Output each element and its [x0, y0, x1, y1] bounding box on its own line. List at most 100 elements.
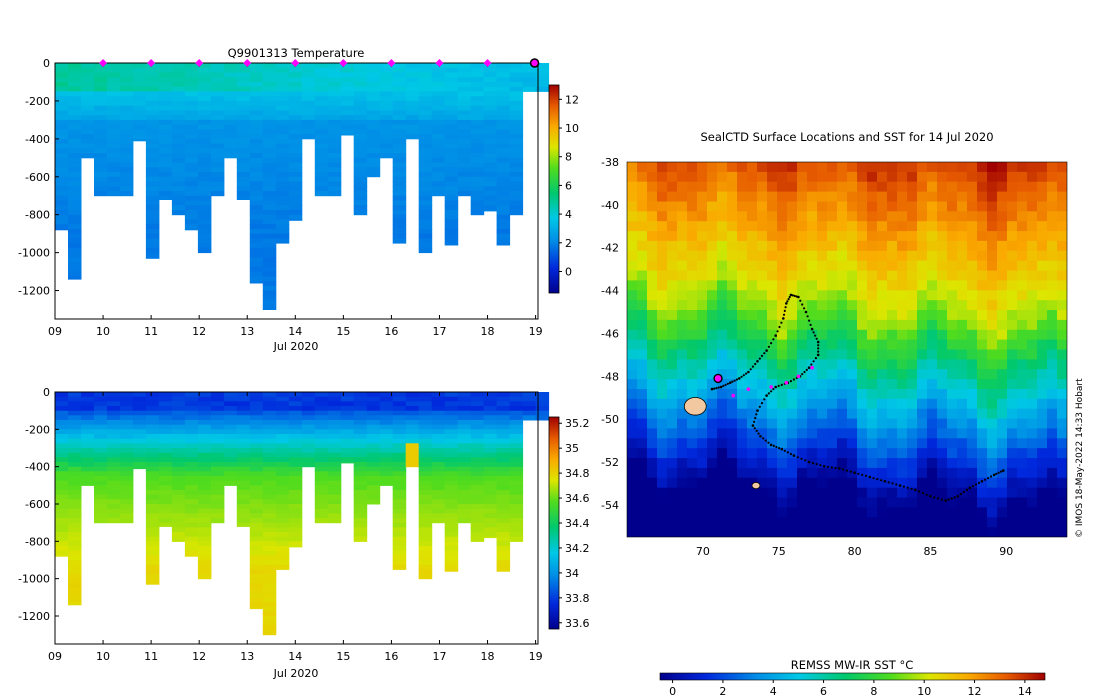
section-cell — [210, 420, 225, 426]
section-cell — [496, 490, 511, 496]
section-cell — [55, 452, 69, 458]
section-cell — [236, 96, 251, 102]
section-cell — [522, 72, 537, 78]
section-cell — [94, 518, 108, 524]
section-cell — [275, 191, 290, 197]
sst-cell — [667, 527, 678, 537]
section-cell — [483, 494, 498, 500]
track-point — [774, 334, 777, 337]
sst-cell — [927, 280, 938, 291]
section-cell — [340, 438, 355, 444]
section-cell — [119, 100, 134, 107]
section-cell — [522, 392, 537, 398]
section-cell — [158, 476, 173, 482]
section-cell — [353, 392, 368, 398]
section-cell — [431, 466, 446, 472]
section-cell — [223, 406, 238, 412]
section-cell — [249, 508, 264, 514]
section-cell — [145, 124, 160, 130]
section-cell — [223, 100, 238, 107]
section-cell — [366, 124, 381, 130]
sst-cell — [987, 201, 998, 212]
section-cell — [119, 110, 134, 116]
section-cell — [171, 508, 186, 514]
sst-cell — [907, 231, 918, 242]
section-cell — [379, 424, 394, 430]
sst-cell — [637, 270, 648, 282]
sst-cell — [777, 300, 788, 311]
section-cell — [158, 186, 173, 192]
section-cell — [145, 499, 160, 505]
section-cell — [288, 77, 303, 83]
section-cell — [119, 67, 134, 73]
section-cell — [431, 494, 446, 500]
section-cell — [262, 504, 277, 510]
sst-cell — [687, 260, 698, 272]
sst-cell — [857, 329, 868, 341]
section-cell — [119, 480, 134, 486]
section-cell — [81, 452, 95, 458]
sst-cell — [967, 458, 978, 469]
section-cell — [470, 415, 485, 421]
salinity-x-axis: 09 10 11 12 13 14 15 16 17 18 19 — [48, 392, 543, 663]
section-cell — [107, 504, 121, 510]
sst-cell — [927, 339, 938, 351]
sst-cell — [717, 300, 728, 311]
section-cell — [509, 157, 524, 163]
section-cell — [418, 546, 433, 552]
track-point — [800, 457, 803, 460]
section-cell — [210, 513, 225, 519]
section-cell — [496, 96, 511, 102]
sst-cell — [687, 418, 698, 430]
section-cell — [314, 91, 329, 97]
track-point — [770, 390, 773, 393]
section-cell — [509, 410, 524, 416]
section-cell — [55, 415, 69, 421]
sst-cell — [787, 428, 798, 439]
section-cell — [288, 162, 303, 168]
sst-cell — [627, 379, 638, 390]
section-cell — [158, 105, 173, 111]
section-cell — [431, 424, 446, 430]
sst-cell — [727, 467, 738, 479]
sst-cell — [807, 369, 818, 380]
sst-cell — [927, 260, 938, 272]
sst-cell — [667, 517, 678, 528]
sst-cell — [727, 329, 738, 341]
sst-cell — [877, 398, 888, 410]
sst-cell — [787, 201, 798, 212]
sst-cell — [787, 339, 798, 351]
section-cell — [68, 162, 82, 168]
section-cell — [405, 396, 420, 402]
sst-cell — [747, 389, 758, 400]
sst-cell — [947, 339, 958, 351]
sst-cell — [757, 250, 768, 262]
section-cell — [249, 115, 264, 121]
section-cell — [55, 396, 69, 402]
section-cell — [431, 513, 446, 519]
section-cell — [314, 490, 329, 496]
section-cell — [68, 157, 82, 163]
sst-cell — [997, 438, 1008, 449]
sst-cell — [997, 398, 1008, 410]
track-point — [776, 330, 779, 333]
section-cell — [392, 91, 407, 97]
sst-cell — [667, 162, 678, 173]
track-point — [936, 497, 940, 500]
sst-cell — [727, 408, 738, 420]
section-cell — [197, 228, 212, 235]
section-cell — [353, 420, 368, 426]
section-cell — [379, 110, 394, 116]
track-point — [895, 483, 898, 486]
sst-cell — [1007, 359, 1018, 370]
section-cell — [158, 513, 173, 519]
section-cell — [262, 148, 277, 154]
section-cell — [275, 466, 290, 472]
sst-cell — [697, 349, 708, 360]
section-cell — [509, 415, 524, 421]
section-cell — [55, 172, 69, 178]
section-cell — [496, 224, 511, 230]
section-cell — [197, 396, 212, 402]
section-cell — [210, 410, 225, 416]
sst-cell — [1037, 428, 1048, 439]
